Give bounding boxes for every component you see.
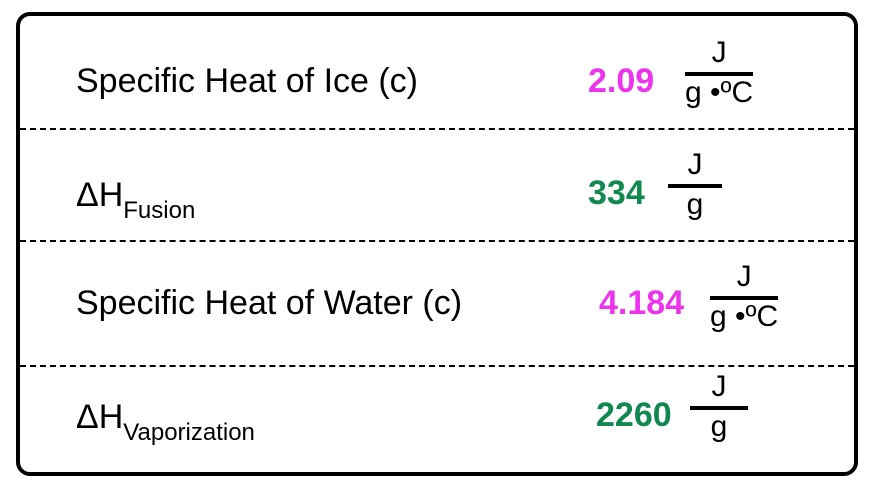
row-vaporization-value: 2260 (596, 396, 672, 434)
unit-denominator: g (686, 188, 704, 221)
row-vaporization-unit: J g (690, 372, 748, 442)
fraction-bar (668, 184, 722, 188)
constants-table: Specific Heat of Ice (c) 2.09 J g •ºC ΔH… (16, 12, 858, 476)
row-water-unit: J g •ºC (710, 260, 779, 333)
unit-denominator: g •ºC (685, 76, 754, 109)
row-ice-unit: J g •ºC (685, 36, 754, 109)
delta-h-symbol: ΔH (76, 176, 124, 214)
label-subscript: Fusion (123, 197, 196, 224)
label-subscript: Vaporization (123, 419, 255, 446)
row-fusion-unit: J g (668, 150, 722, 220)
fraction-bar (690, 406, 748, 410)
row-water-value: 4.184 (599, 284, 685, 322)
fraction-bar (710, 296, 779, 300)
row-fusion-label: ΔHFusion (76, 176, 195, 223)
row-ice-value: 2.09 (588, 62, 655, 100)
row-vaporization-label: ΔHVaporization (76, 398, 255, 445)
row-divider (20, 128, 854, 130)
fraction-bar (685, 72, 754, 76)
unit-numerator: J (711, 36, 727, 69)
unit-numerator: J (687, 148, 703, 181)
row-ice-label: Specific Heat of Ice (c) (76, 62, 419, 100)
row-water-label: Specific Heat of Water (c) (76, 284, 463, 322)
unit-denominator: g (710, 410, 728, 443)
unit-denominator: g •ºC (710, 300, 779, 333)
delta-h-symbol: ΔH (76, 398, 124, 436)
row-divider (20, 240, 854, 242)
unit-numerator: J (736, 260, 752, 293)
unit-numerator: J (711, 370, 727, 403)
row-fusion-value: 334 (588, 174, 645, 212)
row-divider (20, 365, 854, 367)
